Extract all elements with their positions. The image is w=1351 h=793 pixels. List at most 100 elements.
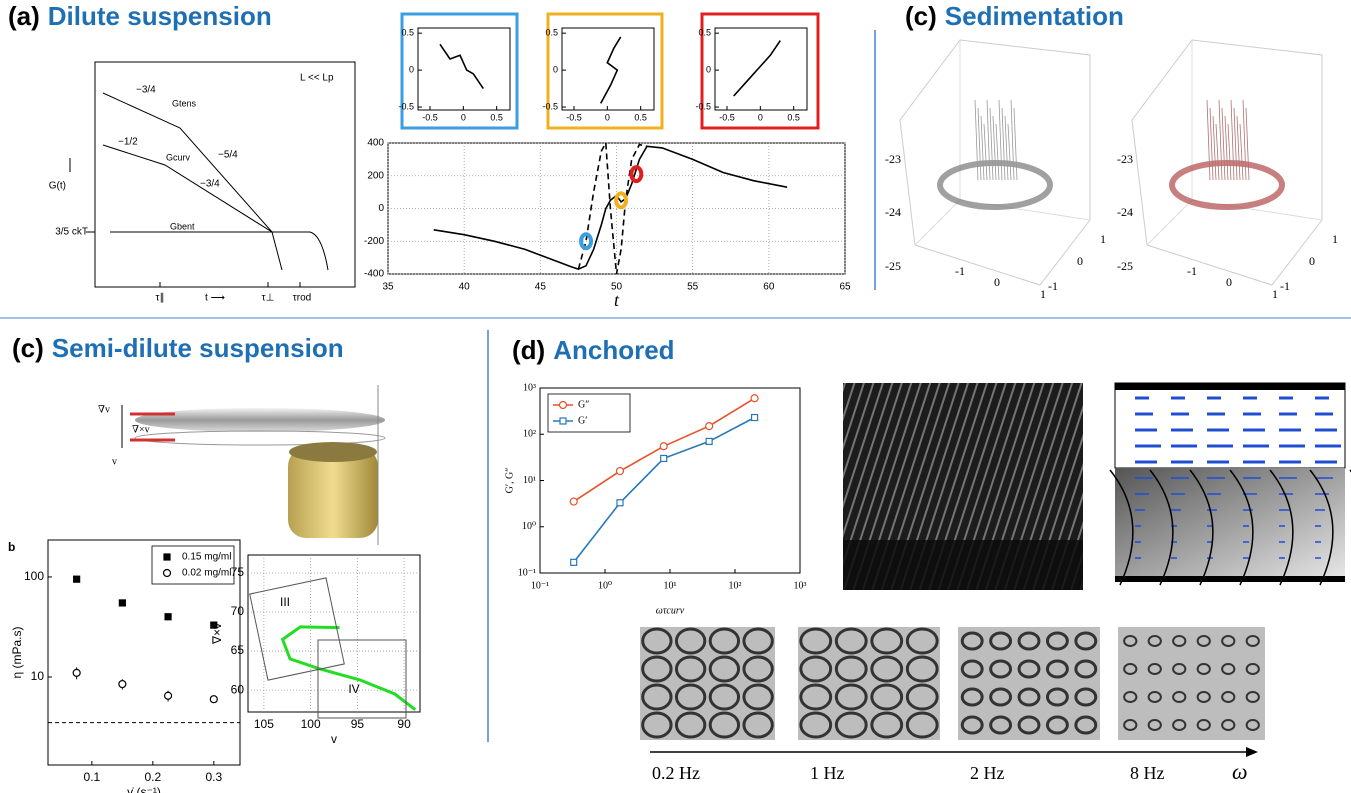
cell (1123, 719, 1138, 731)
label: -1 (1280, 279, 1290, 293)
cell (1017, 687, 1041, 707)
cell (1172, 719, 1187, 731)
objective (288, 448, 378, 538)
label: b (8, 540, 15, 554)
cell (1196, 719, 1211, 731)
cell (1045, 687, 1069, 707)
plot-area (561, 27, 655, 111)
bar (1115, 576, 1345, 582)
cell (870, 627, 904, 655)
label: ω (1232, 759, 1248, 784)
line (1215, 123, 1220, 181)
marker (72, 668, 81, 677)
label: 1 Hz (810, 763, 845, 783)
panel-title: Anchored (553, 335, 674, 365)
label: 1 (1272, 287, 1278, 301)
line (989, 107, 994, 181)
line (1004, 115, 1009, 181)
cell (742, 655, 774, 683)
objective-top (289, 442, 377, 462)
cell-image (958, 627, 1100, 740)
cell (1221, 719, 1236, 731)
cell (905, 711, 939, 739)
label: v (112, 456, 117, 467)
line (1001, 107, 1006, 181)
x-tick-label: 105 (254, 717, 274, 731)
label: τ∥ (156, 293, 165, 304)
line (980, 115, 985, 181)
line (1224, 115, 1229, 181)
y-tick-label: 0.5 (545, 28, 558, 38)
cell (870, 711, 904, 739)
cell-image (640, 627, 775, 740)
x-tick-label: 65 (839, 282, 851, 293)
cell (989, 715, 1013, 735)
y-tick-label: 70 (231, 604, 245, 618)
fiber-base (843, 540, 1083, 590)
label: III (280, 595, 290, 609)
panel-label: (a) (8, 1, 40, 31)
marker (209, 695, 218, 704)
marker (659, 442, 668, 451)
cell (1196, 663, 1211, 675)
label: 8 Hz (1130, 763, 1165, 783)
cell (905, 655, 939, 683)
cell (1045, 659, 1069, 679)
panel-title: (c) Semi-dilute suspension (12, 333, 344, 363)
streamline (1269, 469, 1294, 586)
x-tick-label: 0 (605, 112, 610, 122)
y-tick-label: 0 (409, 64, 414, 74)
arrow-head (1246, 747, 1258, 757)
x-tick-label: 45 (535, 282, 547, 293)
y-tick-label: 10⁰ (522, 521, 536, 532)
region-box (249, 577, 345, 681)
x-tick-label: 0.3 (205, 770, 222, 784)
streamline (1149, 469, 1174, 586)
cell (742, 711, 774, 739)
legend (547, 393, 631, 433)
streamline (1309, 469, 1334, 586)
cell (1172, 691, 1187, 703)
label: -25 (885, 259, 901, 273)
series-line (280, 625, 417, 711)
cell (674, 627, 707, 655)
marker (118, 679, 127, 689)
panel-title: Dilute suspension (48, 1, 272, 31)
cell (708, 711, 741, 739)
cell (989, 687, 1013, 707)
panel-label: (d) (512, 335, 545, 365)
line (1239, 123, 1244, 181)
cell (742, 683, 774, 711)
x-tick-label: 35 (382, 282, 394, 293)
cell (960, 687, 984, 707)
cell-image (798, 627, 940, 740)
y-tick-label: 10² (523, 429, 536, 440)
x-tick-label: 50 (611, 282, 623, 293)
highlight (579, 232, 594, 251)
line (1212, 115, 1217, 181)
line (1242, 99, 1247, 181)
label: 2 Hz (970, 763, 1005, 783)
label: 0 (1226, 275, 1232, 289)
cell (708, 683, 741, 711)
cell (799, 683, 833, 711)
cell (870, 683, 904, 711)
marker (210, 621, 218, 629)
marker (559, 417, 567, 425)
label: -24 (885, 205, 901, 219)
x-tick-label: 0 (758, 112, 763, 122)
cell (1147, 663, 1162, 675)
marker (570, 558, 578, 566)
x-tick-label: 10² (729, 580, 742, 591)
x-tick-label: 10⁻¹ (531, 580, 549, 591)
line (1233, 107, 1238, 181)
x-tick-label: -0.5 (566, 112, 582, 122)
cell (1017, 659, 1041, 679)
cell (799, 711, 833, 739)
plot-area (417, 27, 511, 111)
label: -25 (1117, 259, 1133, 273)
label: -24 (1117, 205, 1133, 219)
label: τrod (293, 293, 311, 304)
y-axis-label: G′, G″ (504, 468, 515, 494)
x-tick-label: 0.2 (144, 770, 161, 784)
